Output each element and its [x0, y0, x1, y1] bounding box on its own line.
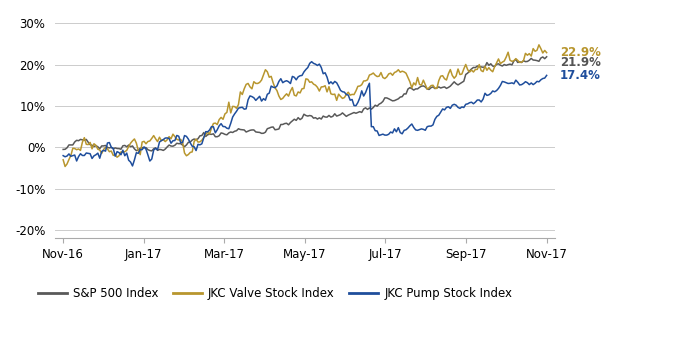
Text: 21.9%: 21.9%	[560, 56, 601, 69]
Text: 22.9%: 22.9%	[560, 46, 601, 59]
Text: 17.4%: 17.4%	[560, 69, 601, 82]
Legend: S&P 500 Index, JKC Valve Stock Index, JKC Pump Stock Index: S&P 500 Index, JKC Valve Stock Index, JK…	[33, 282, 517, 305]
